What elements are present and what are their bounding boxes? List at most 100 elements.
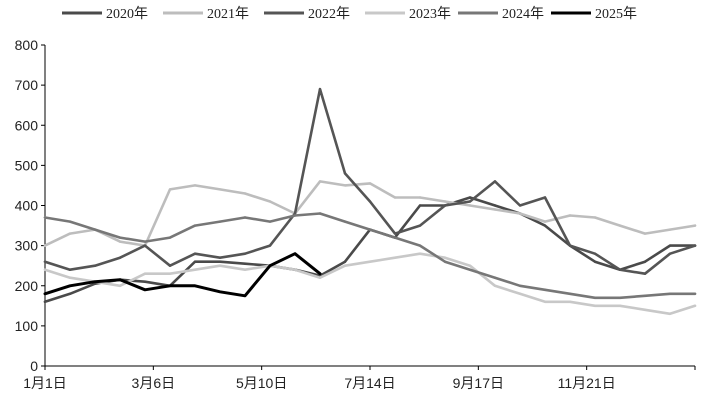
data-point bbox=[643, 308, 647, 311]
data-point bbox=[143, 272, 147, 275]
data-point bbox=[568, 244, 572, 247]
data-point bbox=[193, 224, 197, 227]
data-point bbox=[118, 284, 122, 287]
data-point bbox=[68, 220, 72, 223]
data-point bbox=[43, 216, 47, 219]
legend-label: 2025年 bbox=[595, 6, 637, 22]
data-point bbox=[318, 212, 322, 215]
data-point bbox=[193, 252, 197, 255]
data-point bbox=[693, 244, 697, 247]
data-point bbox=[218, 290, 222, 293]
data-point bbox=[218, 220, 222, 223]
data-point bbox=[293, 252, 297, 255]
data-point bbox=[343, 260, 347, 263]
data-point bbox=[193, 184, 197, 187]
x-tick-label: 11月21日 bbox=[558, 375, 616, 391]
series-layer bbox=[43, 87, 697, 316]
data-point bbox=[168, 264, 172, 267]
data-point bbox=[343, 264, 347, 267]
data-point bbox=[368, 228, 372, 231]
data-point bbox=[143, 280, 147, 283]
data-point bbox=[693, 292, 697, 295]
data-point bbox=[318, 276, 322, 279]
y-axis: 0 100 200 300 400 500 600 700 800 bbox=[15, 37, 46, 374]
data-point bbox=[193, 260, 197, 263]
data-point bbox=[243, 268, 247, 271]
data-point bbox=[168, 236, 172, 239]
data-point bbox=[168, 188, 172, 191]
data-point bbox=[43, 300, 47, 303]
y-tick-label: 200 bbox=[15, 278, 39, 294]
y-tick-label: 300 bbox=[15, 238, 39, 254]
data-point bbox=[418, 244, 422, 247]
data-point bbox=[68, 292, 72, 295]
data-point bbox=[93, 264, 97, 267]
data-point bbox=[218, 260, 222, 263]
series-line-2022年 bbox=[43, 87, 697, 275]
data-point bbox=[418, 252, 422, 255]
data-point bbox=[218, 264, 222, 267]
data-point bbox=[643, 272, 647, 275]
data-point bbox=[218, 188, 222, 191]
y-tick-label: 700 bbox=[15, 77, 39, 93]
data-point bbox=[43, 292, 47, 295]
data-point bbox=[643, 232, 647, 235]
data-point bbox=[193, 268, 197, 271]
data-point bbox=[43, 268, 47, 271]
data-point bbox=[518, 204, 522, 207]
data-point bbox=[443, 260, 447, 263]
data-point bbox=[68, 284, 72, 287]
data-point bbox=[393, 236, 397, 239]
data-point bbox=[268, 200, 272, 203]
data-point bbox=[43, 260, 47, 263]
data-point bbox=[543, 288, 547, 291]
y-tick-label: 400 bbox=[15, 198, 39, 214]
data-point bbox=[343, 220, 347, 223]
data-point bbox=[168, 284, 172, 287]
data-point bbox=[243, 192, 247, 195]
y-tick-label: 500 bbox=[15, 157, 39, 173]
data-point bbox=[43, 244, 47, 247]
data-point bbox=[493, 180, 497, 183]
data-point bbox=[618, 296, 622, 299]
data-point bbox=[468, 268, 472, 271]
data-point bbox=[618, 304, 622, 307]
y-tick-label: 0 bbox=[30, 358, 38, 374]
data-point bbox=[268, 264, 272, 267]
data-point bbox=[243, 294, 247, 297]
data-point bbox=[343, 184, 347, 187]
data-point bbox=[143, 244, 147, 247]
data-point bbox=[593, 216, 597, 219]
data-point bbox=[68, 276, 72, 279]
data-point bbox=[543, 224, 547, 227]
data-point bbox=[368, 182, 372, 185]
data-point bbox=[243, 262, 247, 265]
data-point bbox=[418, 224, 422, 227]
data-point bbox=[68, 268, 72, 271]
legend-label: 2021年 bbox=[207, 6, 249, 22]
data-point bbox=[618, 224, 622, 227]
data-point bbox=[543, 196, 547, 199]
data-point bbox=[568, 300, 572, 303]
data-point bbox=[418, 196, 422, 199]
legend-label: 2020年 bbox=[106, 6, 148, 22]
data-point bbox=[543, 220, 547, 223]
x-tick-label: 9月17日 bbox=[453, 375, 504, 391]
data-point bbox=[118, 278, 122, 281]
data-point bbox=[668, 292, 672, 295]
data-point bbox=[143, 240, 147, 243]
data-point bbox=[343, 172, 347, 175]
series-line-2021年 bbox=[43, 180, 697, 247]
data-point bbox=[318, 272, 322, 275]
data-point bbox=[593, 296, 597, 299]
data-point bbox=[243, 252, 247, 255]
data-point bbox=[193, 284, 197, 287]
data-point bbox=[493, 284, 497, 287]
data-point bbox=[293, 268, 297, 271]
data-point bbox=[493, 208, 497, 211]
data-point bbox=[268, 244, 272, 247]
data-point bbox=[468, 200, 472, 203]
data-point bbox=[368, 200, 372, 203]
data-point bbox=[468, 204, 472, 207]
